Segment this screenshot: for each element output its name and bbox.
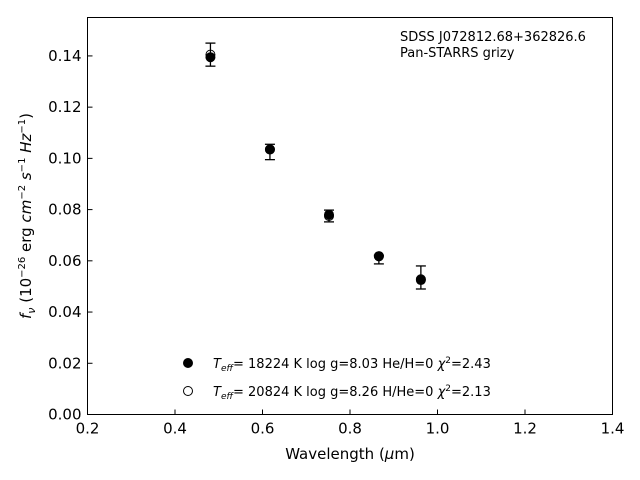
x-tick-label: 1.4 [601,420,625,438]
y-tick-label: 0.14 [48,47,81,65]
plot-frame [87,17,613,415]
y-tick-label: 0.12 [48,98,81,116]
data-point-open [264,144,275,155]
x-tick-label: 0.8 [338,420,362,438]
legend: Teff= 18224 K log g=8.03 He/H=0 χ2=2.43 … [183,356,491,402]
x-tick-label: 0.6 [251,420,275,438]
data-point-open [373,251,384,262]
x-tick-label: 1.0 [426,420,450,438]
y-tick-label: 0.00 [48,406,81,424]
data-marks [205,42,426,290]
data-point-open [324,211,334,221]
y-axis-label: fν (10−26 erg cm−2 s−1 Hz−1) [17,113,38,319]
x-tick-label: 0.4 [163,420,187,438]
data-point-filled [415,275,426,286]
axis-ticks: 0.2 0.4 0.6 0.8 1.0 1.2 1.4 0.00 0.02 0.04 0.06 0.0… [48,47,624,438]
data-point-open [205,49,216,60]
legend-marker-open [183,386,193,396]
y-tick-label: 0.02 [48,354,81,372]
legend-marker-filled [183,358,193,368]
legend-entry-1: Teff= 18224 K log g=8.03 He/H=0 χ2=2.43 [213,356,491,374]
annotation-survey: Pan-STARRS grizy [400,46,515,61]
x-axis-label: Wavelength (μm) [285,445,415,463]
x-tick-label: 1.2 [513,420,537,438]
annotation-object: SDSS J072812.68+362826.6 [400,30,586,45]
y-tick-label: 0.08 [48,201,81,219]
y-tick-label: 0.10 [48,149,81,167]
x-tick-label: 0.2 [76,420,100,438]
y-tick-label: 0.06 [48,252,81,270]
legend-entry-2: Teff= 20824 K log g=8.26 H/He=0 χ2=2.13 [213,384,491,402]
data-point-filled [205,52,216,63]
data-point-open [415,274,426,285]
y-tick-label: 0.04 [48,303,81,321]
